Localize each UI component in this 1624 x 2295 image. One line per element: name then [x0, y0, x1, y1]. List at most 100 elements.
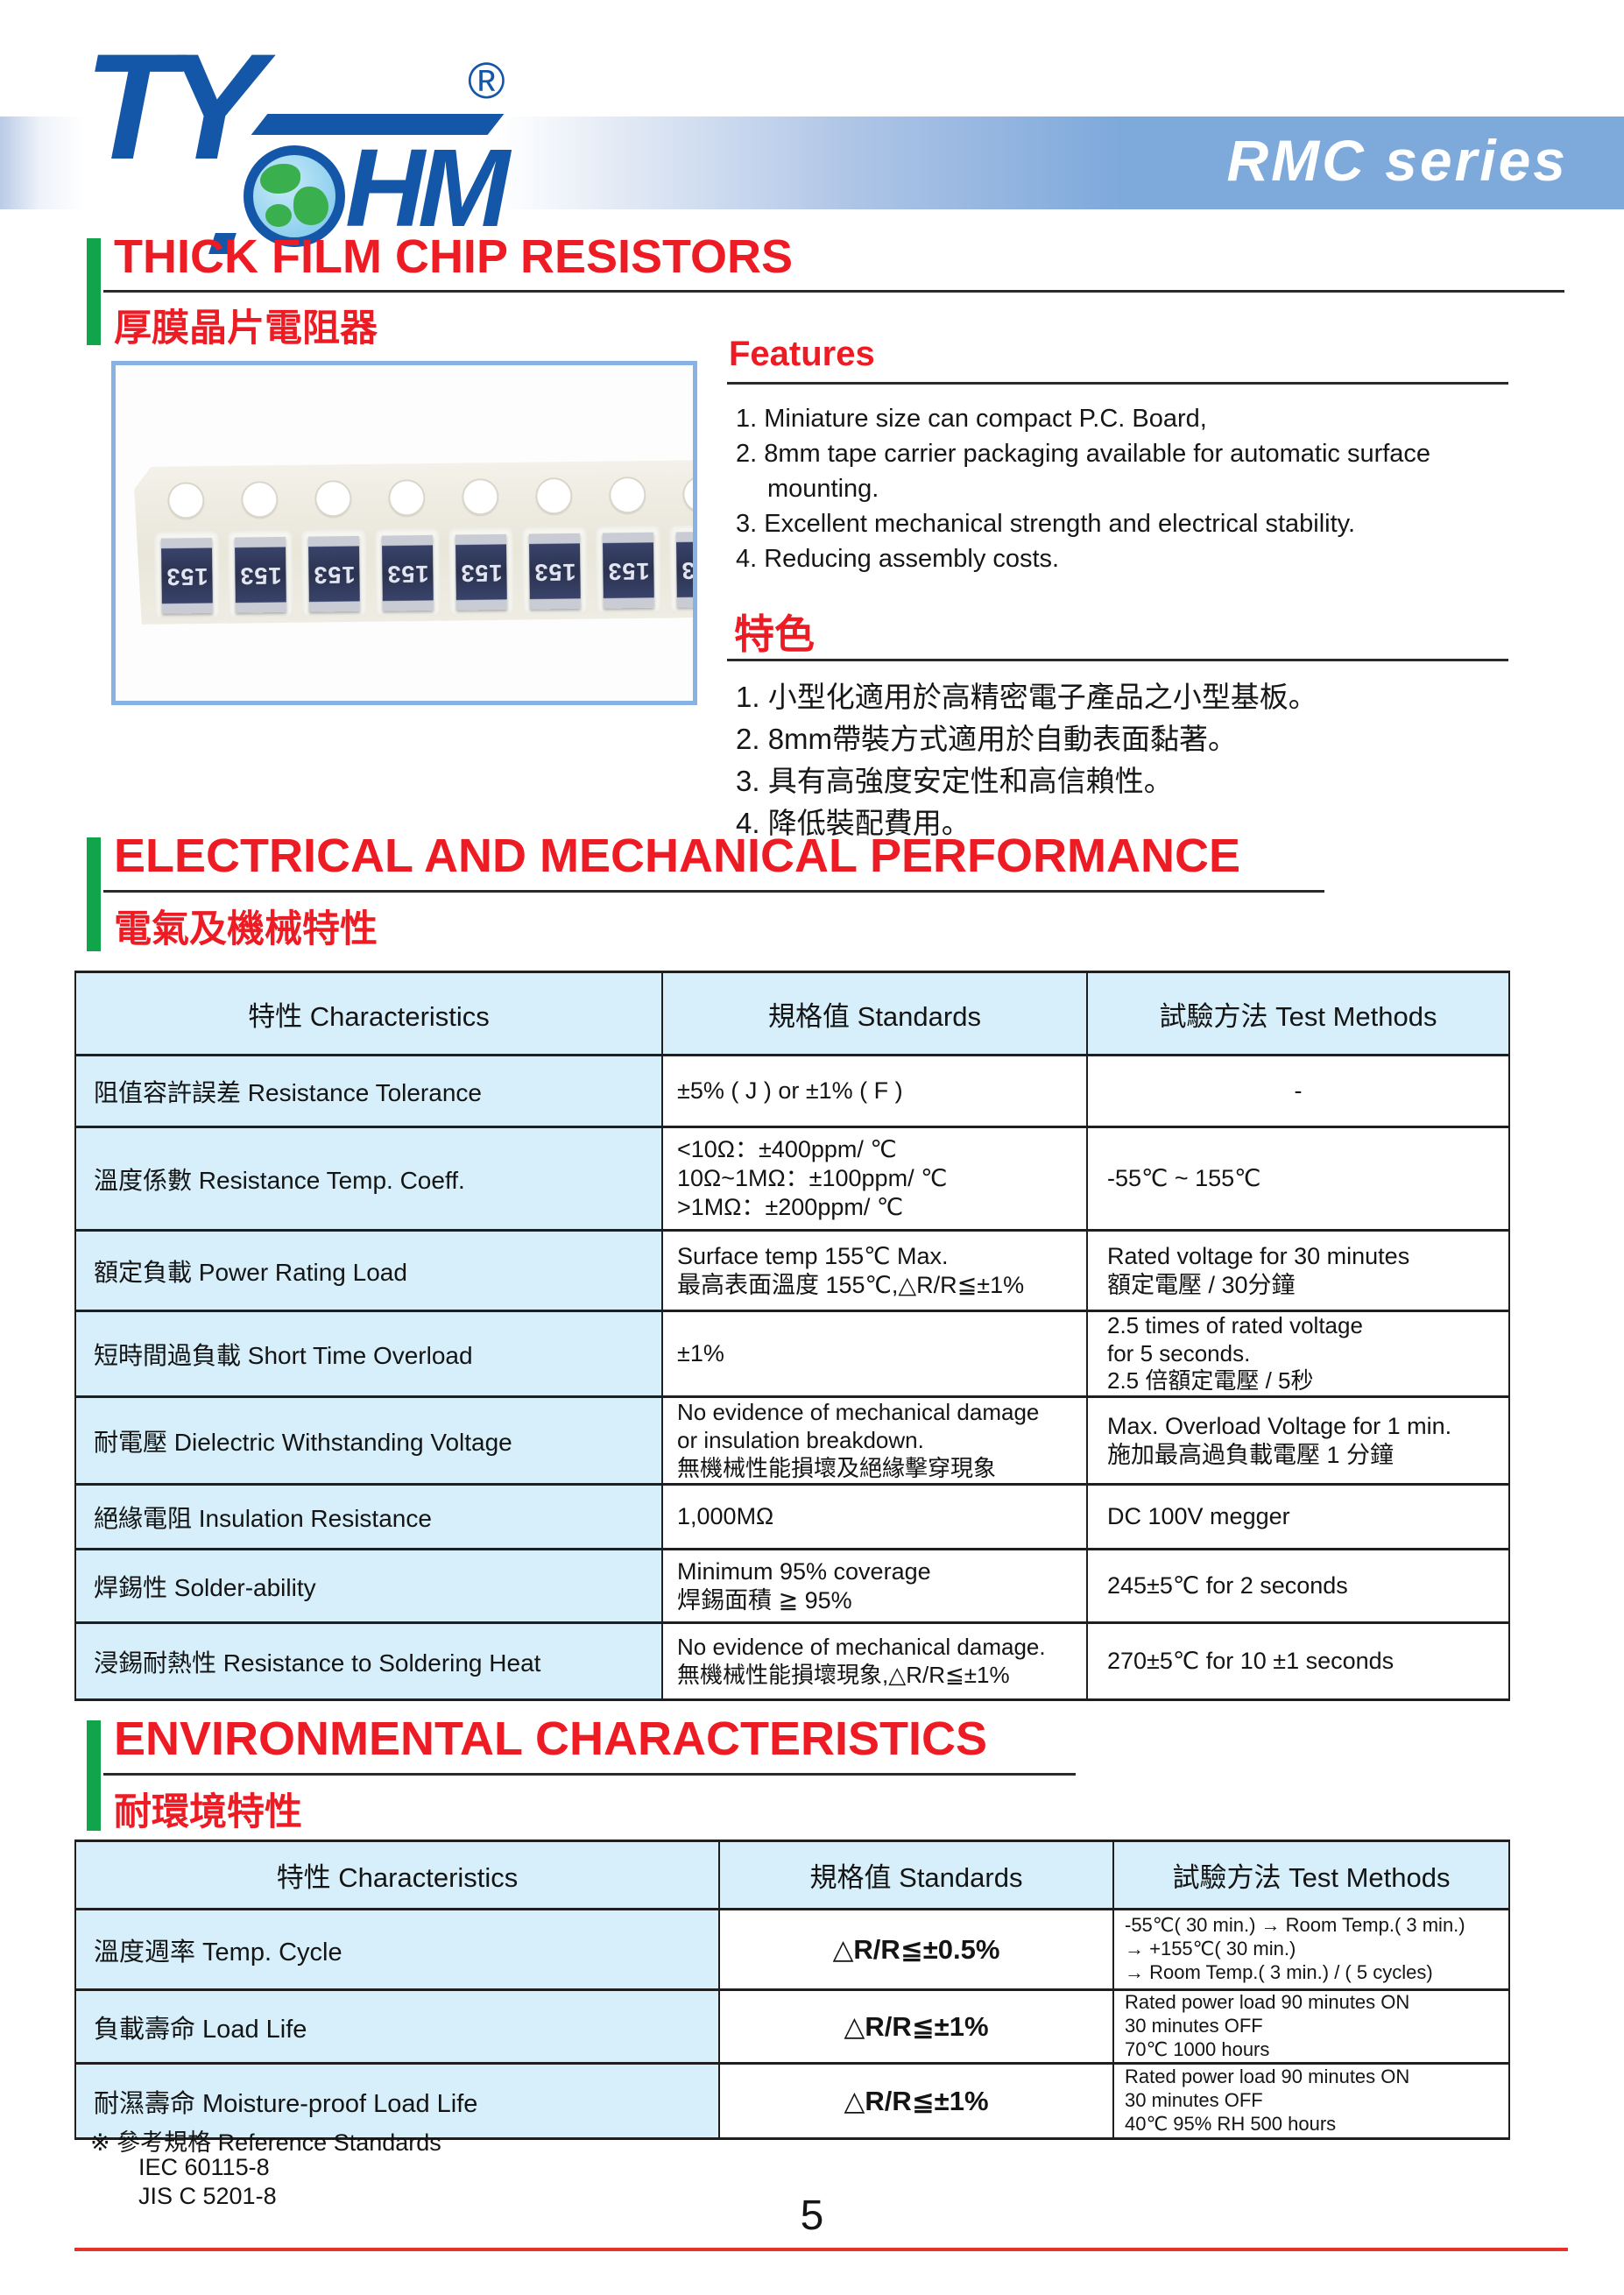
test-methods-cell: Max. Overload Voltage for 1 min. 施加最高過負載… — [1086, 1395, 1510, 1486]
section2-title: ELECTRICAL AND MECHANICAL PERFORMANCE — [114, 830, 1241, 882]
table-header-row: 特性 Characteristics 規格值 Standards 試驗方法 Te… — [74, 971, 1510, 1056]
characteristic-cell: 溫度係數 Resistance Temp. Coeff. — [74, 1126, 663, 1232]
features-rule — [727, 382, 1508, 385]
cell-line: Surface temp 155℃ Max. — [677, 1242, 949, 1269]
test-methods-cell: -55℃ ~ 155℃ — [1086, 1126, 1510, 1232]
chip-resistor: 153 — [161, 538, 213, 614]
section3-title: ENVIRONMENTAL CHARACTERISTICS — [114, 1712, 988, 1765]
cell-line: 無機械性能損壞現象,△R/R≦±1% — [677, 1661, 1010, 1688]
characteristic-cell: 焊錫性 Solder-ability — [74, 1548, 663, 1625]
chip-resistor: 153 — [676, 532, 697, 608]
feature-item-zh: 2. 8mm帶裝方式適用於自動表面黏著。 — [736, 723, 1238, 755]
characteristic-cell: 溫度週率 Temp. Cycle — [74, 1908, 720, 1991]
standards-cell: <10Ω：±400ppm/ ℃ 10Ω~1MΩ：±100ppm/ ℃ >1MΩ：… — [661, 1126, 1088, 1232]
chip-resistor: 153 — [603, 533, 654, 609]
green-accent-bar — [87, 1720, 101, 1831]
electrical-table: 特性 Characteristics 規格值 Standards 試驗方法 Te… — [74, 971, 1510, 1702]
characteristic-cell: 耐電壓 Dielectric Withstanding Voltage — [74, 1395, 663, 1486]
globe-icon — [244, 145, 345, 247]
features-zh-rule — [727, 659, 1508, 661]
table-row: 焊錫性 Solder-ability Minimum 95% coverage … — [74, 1548, 1510, 1625]
standards-cell: ±5% ( J ) or ±1% ( F ) — [661, 1054, 1088, 1128]
test-methods-cell: 245±5℃ for 2 seconds — [1086, 1548, 1510, 1625]
cell-line: for 5 seconds. — [1107, 1339, 1251, 1366]
header-test-methods: 試驗方法 Test Methods — [1112, 1840, 1510, 1910]
cell-line: 2.5 倍額定電壓 / 5秒 — [1107, 1367, 1314, 1395]
cell-line: >1MΩ：±200ppm/ ℃ — [677, 1193, 904, 1220]
cell-line: 70℃ 1000 hours — [1125, 2037, 1270, 2060]
features-title: Features — [729, 335, 875, 373]
cell-line: 30 minutes OFF — [1125, 2015, 1263, 2037]
cell-line: 2.5 times of rated voltage — [1107, 1312, 1363, 1338]
section3-title-zh: 耐環境特性 — [114, 1791, 302, 1833]
cell-line: 無機械性能損壞及絕緣擊穿現象 — [677, 1454, 997, 1481]
green-accent-bar — [87, 238, 101, 345]
cell-line: 額定電壓 / 30分鐘 — [1107, 1271, 1296, 1298]
logo-text-ty: TY — [84, 23, 265, 191]
chip-marking: 153 — [533, 558, 576, 585]
characteristic-cell: 阻值容許誤差 Resistance Tolerance — [74, 1054, 663, 1128]
characteristic-cell: 短時間過負載 Short Time Overload — [74, 1309, 663, 1399]
section1-rule — [103, 290, 1564, 293]
logo-text-hm: HM — [345, 126, 510, 250]
chip-resistor: 153 — [235, 537, 286, 613]
characteristic-cell: 絕緣電阻 Insulation Resistance — [74, 1483, 663, 1551]
standards-cell: △R/R≦±0.5% — [718, 1908, 1114, 1991]
table-row: 溫度係數 Resistance Temp. Coeff. <10Ω：±400pp… — [74, 1126, 1510, 1232]
header-test-methods: 試驗方法 Test Methods — [1086, 971, 1510, 1056]
feature-item-zh: 4. 降低裝配費用。 — [736, 807, 971, 839]
cell-line: Rated power load 90 minutes ON — [1125, 1991, 1410, 2014]
features-title-zh: 特色 — [734, 611, 815, 657]
cell-line: 10Ω~1MΩ：±100ppm/ ℃ — [677, 1165, 948, 1192]
page-number: 5 — [800, 2193, 824, 2239]
cell-line: 焊錫面積 ≧ 95% — [677, 1586, 852, 1614]
cell-line: No evidence of mechanical damage. — [677, 1633, 1046, 1660]
cell-line: -55℃( 30 min.) → Room Temp.( 3 min.) — [1125, 1914, 1465, 1937]
standards-cell: Minimum 95% coverage 焊錫面積 ≧ 95% — [661, 1548, 1088, 1625]
header-standards: 規格值 Standards — [661, 971, 1088, 1056]
feature-item: 3. Excellent mechanical strength and ele… — [736, 510, 1356, 538]
chip-resistor: 153 — [455, 534, 507, 611]
environmental-table: 特性 Characteristics 規格值 Standards 試驗方法 Te… — [74, 1840, 1510, 2140]
cell-line: 40℃ 95% RH 500 hours — [1125, 2112, 1337, 2135]
footer-rule — [74, 2248, 1568, 2251]
section1-title: THICK FILM CHIP RESISTORS — [114, 230, 794, 283]
sprocket-hole — [462, 478, 499, 516]
sprocket-hole — [609, 477, 646, 514]
globe-continent — [293, 187, 328, 225]
chip-marking: 153 — [313, 561, 356, 589]
table-row: 浸錫耐熱性 Resistance to Soldering Heat No ev… — [74, 1621, 1510, 1702]
sprocket-hole — [241, 481, 279, 519]
chip-marking: 153 — [386, 560, 429, 588]
section2-rule — [103, 890, 1324, 893]
sprocket-hole — [388, 479, 426, 517]
tyohm-logo: TY ® HM — [72, 32, 510, 261]
cell-line: or insulation breakdown. — [677, 1426, 924, 1453]
cell-line: → Room Temp.( 3 min.) / ( 5 cycles) — [1125, 1960, 1433, 1983]
test-methods-cell: 270±5℃ for 10 ±1 seconds — [1086, 1621, 1510, 1702]
sprocket-hole — [314, 480, 352, 518]
characteristic-cell: 浸錫耐熱性 Resistance to Soldering Heat — [74, 1621, 663, 1702]
characteristic-cell: 負載壽命 Load Life — [74, 1988, 720, 2065]
standards-cell: No evidence of mechanical damage or insu… — [661, 1395, 1088, 1486]
standards-cell: No evidence of mechanical damage. 無機械性能損… — [661, 1621, 1088, 1702]
chip-marking: 153 — [460, 559, 503, 586]
feature-item-zh: 3. 具有高強度安定性和高信賴性。 — [736, 765, 1173, 797]
cell-line: <10Ω：±400ppm/ ℃ — [677, 1136, 897, 1163]
table-row: 額定負載 Power Rating Load Surface temp 155℃… — [74, 1229, 1510, 1312]
feature-item: 4. Reducing assembly costs. — [736, 545, 1060, 573]
table-row: 短時間過負載 Short Time Overload ±1% 2.5 times… — [74, 1309, 1510, 1399]
characteristic-cell: 額定負載 Power Rating Load — [74, 1229, 663, 1312]
series-title: RMC series — [1226, 127, 1568, 193]
cell-line: 最高表面溫度 155℃,△R/R≦±1% — [677, 1271, 1025, 1298]
feature-item: 2. 8mm tape carrier packaging available … — [736, 440, 1431, 503]
reference-standard-iec: IEC 60115-8 — [138, 2154, 270, 2180]
standards-cell: △R/R≦±1% — [718, 1988, 1114, 2065]
cell-line: Rated power load 90 minutes ON — [1125, 2066, 1410, 2088]
standards-cell: ±1% — [661, 1309, 1088, 1399]
reference-standards-note: ※ 參考規格 Reference Standards — [90, 2129, 441, 2156]
chip-resistor: 153 — [529, 533, 581, 610]
standards-cell: △R/R≦±1% — [718, 2062, 1114, 2140]
feature-item: 1. Miniature size can compact P.C. Board… — [736, 405, 1207, 433]
test-methods-cell: DC 100V megger — [1086, 1483, 1510, 1551]
